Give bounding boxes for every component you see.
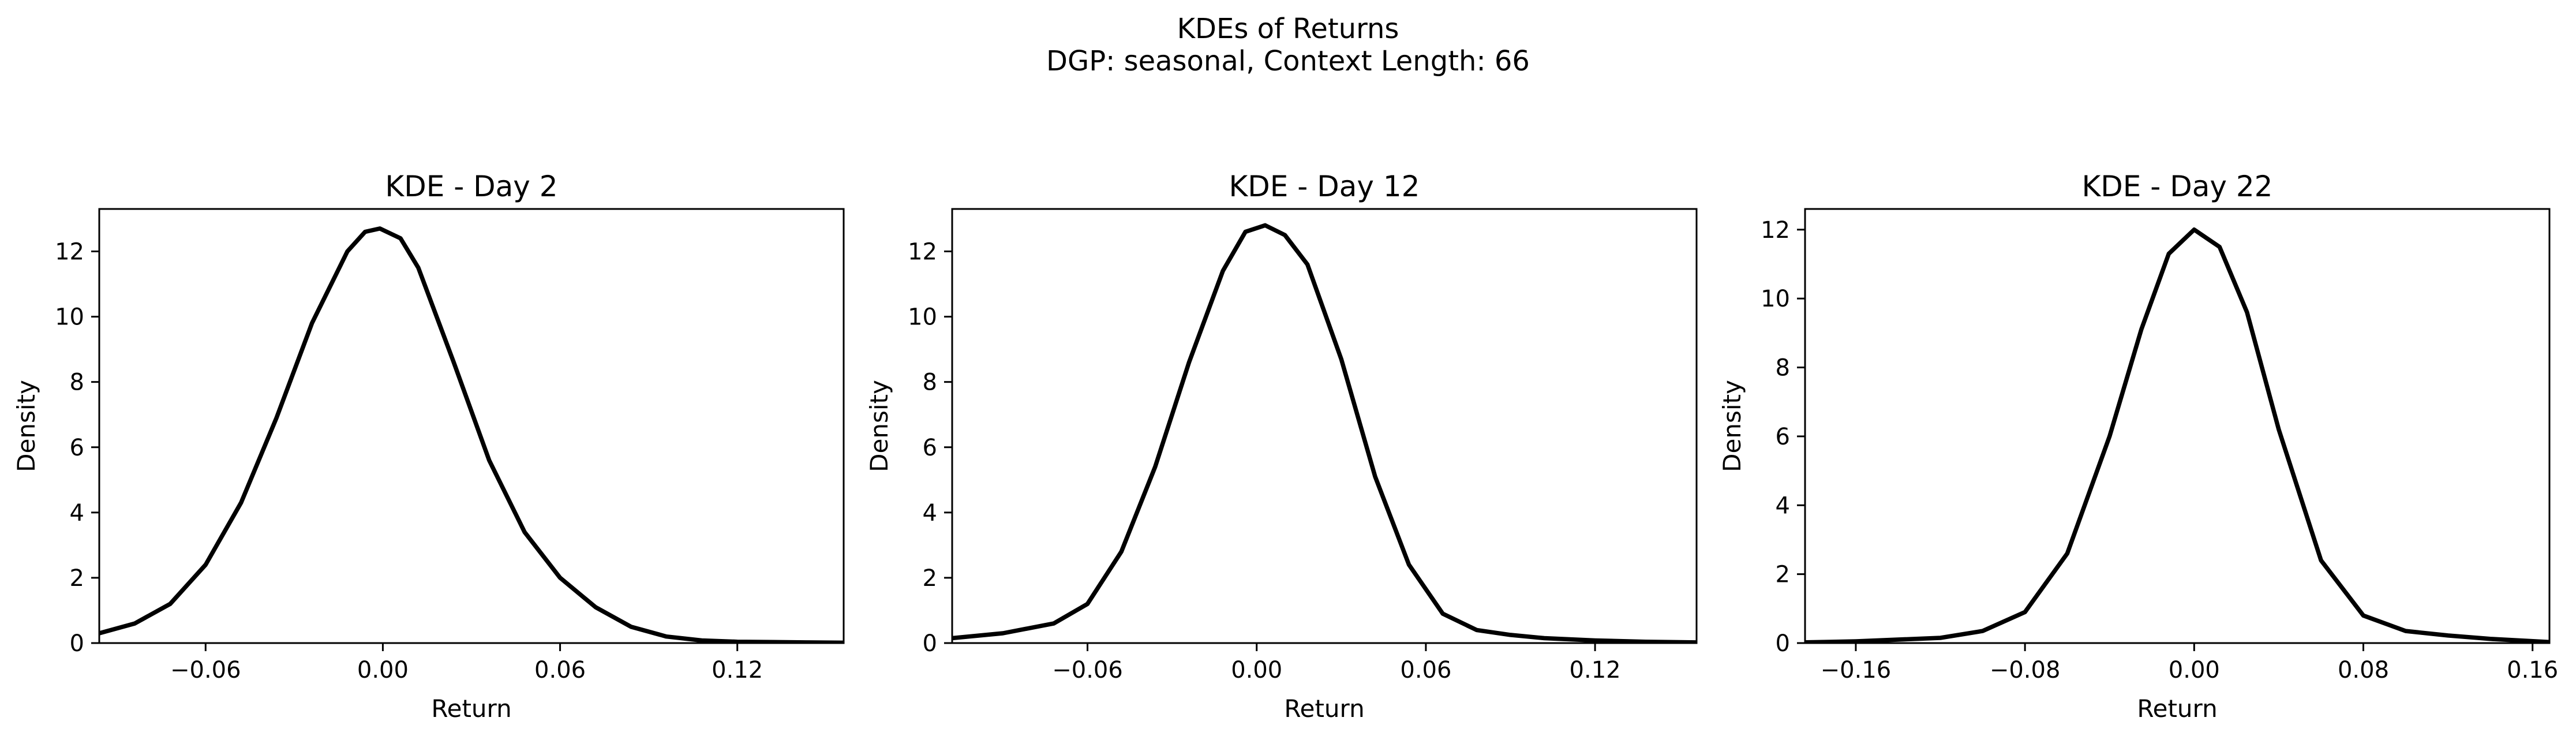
x-tick-label: 0.08 xyxy=(2338,657,2389,683)
y-tick-label: 6 xyxy=(923,435,937,461)
y-tick-label: 2 xyxy=(1776,562,1790,588)
y-tick-label: 0 xyxy=(923,630,937,657)
y-tick-label: 6 xyxy=(1776,424,1790,450)
y-tick-label: 2 xyxy=(923,565,937,592)
x-tick-label: 0.16 xyxy=(2507,657,2558,683)
x-tick-label: −0.08 xyxy=(1990,657,2061,683)
x-tick-label: −0.06 xyxy=(1052,657,1123,683)
y-tick-label: 0 xyxy=(1776,630,1790,657)
x-axis-label: Return xyxy=(1284,694,1364,723)
y-tick-label: 4 xyxy=(1776,492,1790,519)
y-axis-label: Density xyxy=(1718,380,1746,472)
axes-frame xyxy=(1804,208,2551,644)
axes-frame xyxy=(98,208,845,644)
x-tick-label: 0.12 xyxy=(1570,657,1621,683)
x-tick-label: 0.12 xyxy=(712,657,763,683)
y-tick-label: 2 xyxy=(70,565,84,592)
y-axis-label: Density xyxy=(12,380,40,472)
x-tick-label: 0.00 xyxy=(2169,657,2220,683)
x-tick-label: −0.06 xyxy=(170,657,241,683)
y-tick-label: 0 xyxy=(70,630,84,657)
kde-curve xyxy=(952,223,1697,643)
x-tick-label: 0.00 xyxy=(357,657,409,683)
y-tick-label: 10 xyxy=(1761,286,1790,312)
subplot-title: KDE - Day 2 xyxy=(385,170,557,203)
x-tick-label: 0.06 xyxy=(534,657,586,683)
y-tick-label: 8 xyxy=(923,369,937,396)
x-tick-label: 0.06 xyxy=(1400,657,1451,683)
kde-curve xyxy=(1805,227,2549,643)
subplot-3: KDE - Day 22 −0.16 −0.08 0.00 0.08 0.16 0 2 4 6 8 1… xyxy=(1718,170,2558,723)
subplot-2: KDE - Day 12 −0.06 0.00 0.06 0.12 0 2 4 6 8 10 12 Re… xyxy=(865,170,1698,723)
y-tick-label: 12 xyxy=(55,239,84,266)
x-tick-label: −0.16 xyxy=(1821,657,1892,683)
y-tick-label: 8 xyxy=(1776,355,1790,382)
figure-suptitle-line2: DGP: seasonal, Context Length: 66 xyxy=(1046,45,1530,77)
y-tick-label: 12 xyxy=(1761,217,1790,244)
y-tick-label: 10 xyxy=(55,304,84,331)
x-tick-label: 0.00 xyxy=(1231,657,1282,683)
y-tick-label: 10 xyxy=(908,304,937,331)
y-tick-label: 6 xyxy=(70,435,84,461)
x-axis-label: Return xyxy=(2137,694,2217,723)
kde-curve xyxy=(99,226,844,643)
y-tick-label: 8 xyxy=(70,369,84,396)
subplot-1: KDE - Day 2 −0.06 0.00 0.06 0.12 0 2 4 6 8 10 12 Ret… xyxy=(12,170,845,723)
subplot-title: KDE - Day 12 xyxy=(1229,170,1420,203)
y-tick-label: 4 xyxy=(70,500,84,526)
y-axis-label: Density xyxy=(865,380,893,472)
axes-frame xyxy=(951,208,1698,644)
subplot-title: KDE - Day 22 xyxy=(2082,170,2273,203)
x-axis-label: Return xyxy=(431,694,511,723)
y-tick-label: 4 xyxy=(923,500,937,526)
y-tick-label: 12 xyxy=(908,239,937,266)
figure-suptitle-line1: KDEs of Returns xyxy=(1177,13,1399,45)
